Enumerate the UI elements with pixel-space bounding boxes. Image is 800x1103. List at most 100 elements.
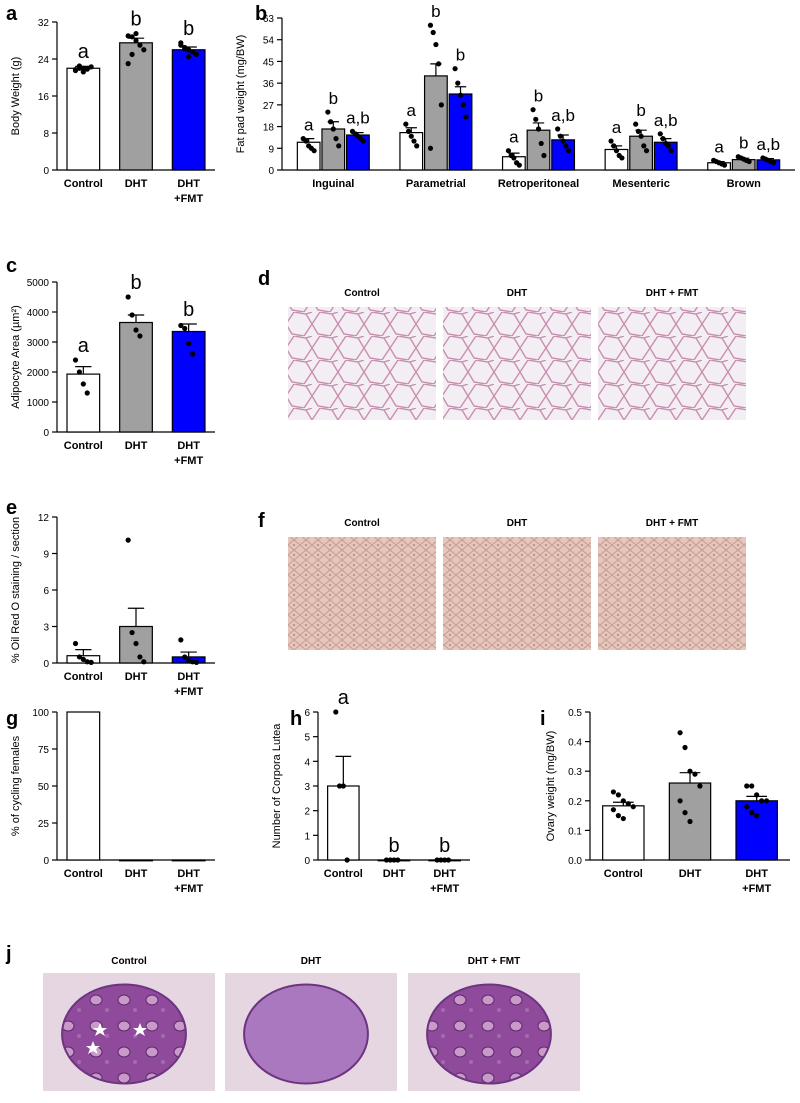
data-point (721, 162, 728, 168)
data-point (186, 47, 192, 53)
image-label: DHT (507, 518, 528, 529)
data-point (125, 61, 131, 67)
y-axis-label: Number of Corpora Lutea (271, 723, 283, 849)
panel-label: i (540, 708, 546, 730)
data-point (125, 294, 131, 300)
data-point (141, 47, 147, 53)
data-point (615, 813, 621, 819)
data-point (445, 857, 452, 863)
data-point (754, 792, 760, 798)
significance-label: a,b (654, 111, 678, 130)
data-point (76, 369, 83, 375)
data-point (638, 133, 644, 139)
data-point (333, 709, 339, 715)
data-point (555, 126, 561, 132)
data-point (189, 351, 196, 357)
data-point (677, 798, 683, 804)
x-tick-label: Control (64, 868, 103, 880)
panel-label: d (258, 268, 270, 290)
bar (526, 129, 551, 171)
data-point (754, 813, 760, 819)
data-point (186, 54, 192, 60)
x-tick-label: DHT +FMT (174, 671, 203, 698)
data-point (414, 143, 420, 149)
x-tick-label: DHT (679, 868, 702, 880)
data-point (457, 92, 464, 98)
bar (321, 128, 346, 171)
data-point (682, 810, 688, 816)
micrograph (288, 537, 436, 650)
y-tick-label: 3000 (27, 338, 50, 349)
significance-label: b (739, 134, 748, 153)
data-point (193, 659, 200, 665)
ovary-section (426, 983, 552, 1085)
data-point (182, 325, 188, 332)
data-point (88, 64, 94, 70)
data-point (189, 49, 196, 55)
significance-label: a (509, 128, 519, 147)
data-point (189, 659, 196, 665)
significance-label: a (338, 687, 350, 709)
x-tick-label: Control (604, 868, 643, 880)
image-label: Control (344, 518, 380, 529)
data-point (749, 810, 755, 816)
data-point (771, 160, 777, 166)
significance-label: a,b (346, 108, 370, 127)
y-tick-label: 0.2 (568, 797, 582, 808)
data-point (137, 654, 143, 660)
y-axis-label: Adipocyte Area (µm²) (10, 305, 22, 409)
data-point (84, 659, 90, 665)
y-axis-label: Ovary weight (mg/BW) (545, 731, 557, 842)
data-point (744, 783, 750, 789)
data-point (411, 138, 417, 144)
x-tick-label: Control (64, 671, 103, 683)
data-point (137, 42, 143, 48)
y-tick-label: 6 (43, 586, 49, 597)
error-bar (180, 323, 197, 332)
bar (448, 93, 473, 171)
data-point (657, 131, 663, 137)
y-tick-label: 50 (38, 782, 50, 793)
bar (66, 67, 101, 171)
x-tick-label: Retroperitoneal (498, 178, 579, 190)
data-point (403, 121, 409, 127)
significance-label: a (78, 41, 90, 63)
x-tick-label: Control (64, 178, 103, 190)
significance-label: b (388, 835, 399, 857)
data-point (434, 857, 440, 863)
x-tick-label: Mesenteric (612, 178, 669, 190)
bar (602, 805, 645, 861)
y-axis-label: % of cycling females (10, 735, 22, 836)
data-point (133, 37, 139, 44)
micrograph (598, 537, 746, 650)
data-point (516, 162, 522, 168)
y-tick-label: 0.1 (568, 826, 582, 837)
data-point (677, 730, 683, 736)
y-tick-label: 2000 (27, 368, 50, 379)
significance-label: b (130, 272, 141, 294)
error-bar (75, 649, 92, 656)
bar (629, 135, 654, 171)
data-point (76, 63, 83, 69)
data-point (668, 148, 674, 154)
y-tick-label: 0 (43, 166, 49, 177)
y-tick-label: 0.0 (568, 856, 582, 867)
x-tick-label: Parametrial (406, 178, 466, 190)
error-bar (180, 651, 197, 657)
ovary-section (61, 983, 187, 1085)
x-tick-label: DHT (125, 440, 148, 452)
data-point (186, 340, 192, 347)
data-point (610, 789, 617, 795)
x-tick-label: DHT +FMT (742, 868, 771, 895)
bar (119, 321, 153, 433)
y-tick-label: 9 (43, 550, 49, 561)
x-tick-label: Control (324, 868, 363, 880)
data-point (608, 138, 614, 144)
error-bar (75, 366, 92, 375)
significance-label: a,b (551, 106, 575, 125)
significance-label: b (439, 835, 450, 857)
micrograph (598, 307, 746, 420)
significance-label: a (714, 137, 724, 156)
panel-label: a (6, 3, 18, 25)
y-tick-label: 1 (304, 831, 310, 842)
